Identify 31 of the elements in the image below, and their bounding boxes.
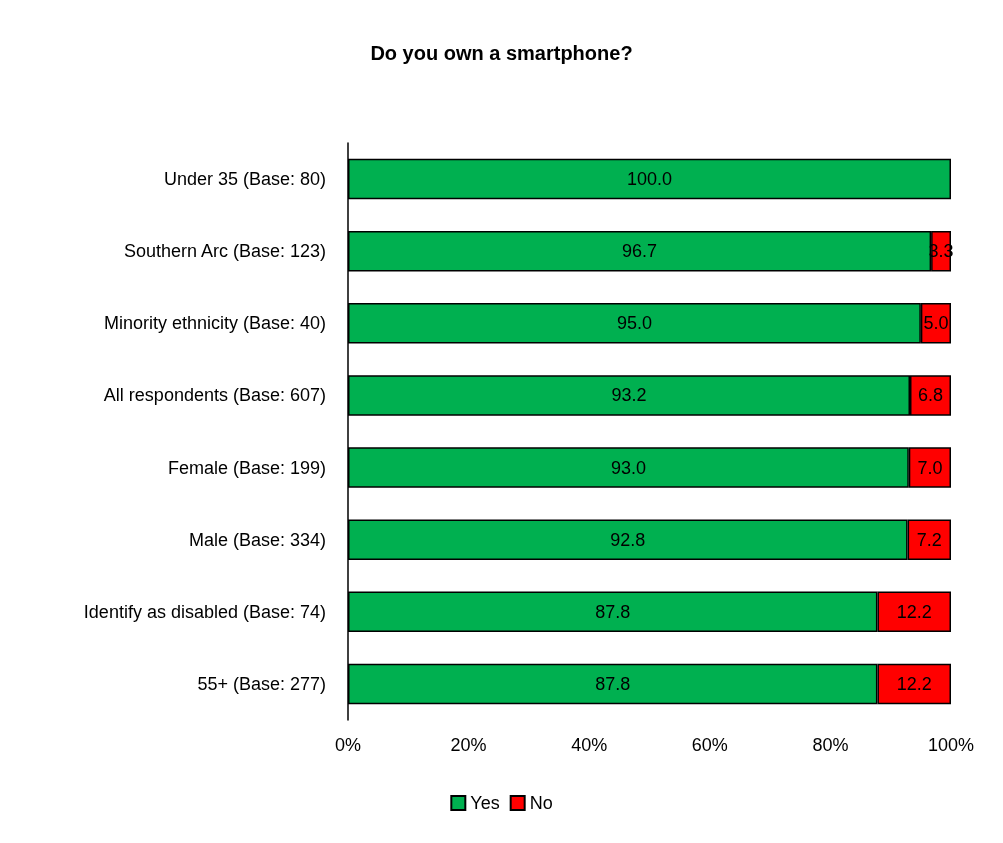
y-tick-label: All respondents (Base: 607) bbox=[103, 385, 326, 406]
y-tick-label: Minority ethnicity (Base: 40) bbox=[103, 313, 326, 334]
chart-title: Do you own a smartphone? bbox=[370, 42, 633, 64]
data-label: 92.8 bbox=[610, 529, 646, 550]
data-label: 93.0 bbox=[610, 457, 646, 478]
data-label: 87.8 bbox=[595, 673, 631, 694]
data-label: 12.2 bbox=[896, 673, 932, 694]
y-tick-label: Identify as disabled (Base: 74) bbox=[83, 601, 326, 622]
y-tick-label: Southern Arc (Base: 123) bbox=[123, 241, 326, 262]
x-tick-label: 40% bbox=[571, 735, 608, 755]
data-label: 93.2 bbox=[611, 385, 647, 406]
data-label: 95.0 bbox=[616, 313, 652, 334]
x-tick-label: 20% bbox=[450, 735, 487, 755]
data-label: 87.8 bbox=[595, 601, 631, 622]
y-tick-label: Under 35 (Base: 80) bbox=[163, 169, 326, 190]
x-tick-label: 80% bbox=[812, 735, 849, 755]
data-label: 6.8 bbox=[917, 385, 944, 406]
legend-label: No bbox=[529, 793, 553, 813]
legend-label: Yes bbox=[470, 793, 500, 813]
x-tick-label: 60% bbox=[691, 735, 728, 755]
data-label: 5.0 bbox=[923, 313, 949, 334]
y-tick-label: 55+ (Base: 277) bbox=[197, 673, 326, 694]
x-tick-label: 100% bbox=[927, 735, 975, 755]
data-label: 12.2 bbox=[896, 601, 932, 622]
y-tick-label: Female (Base: 199) bbox=[167, 457, 326, 478]
data-label: 100.0 bbox=[626, 169, 673, 190]
data-label: 7.2 bbox=[916, 529, 942, 550]
y-tick-label: Male (Base: 334) bbox=[188, 529, 326, 550]
data-label: 96.7 bbox=[622, 241, 658, 262]
data-label: 7.0 bbox=[917, 457, 943, 478]
x-tick-label: 0% bbox=[334, 735, 362, 755]
